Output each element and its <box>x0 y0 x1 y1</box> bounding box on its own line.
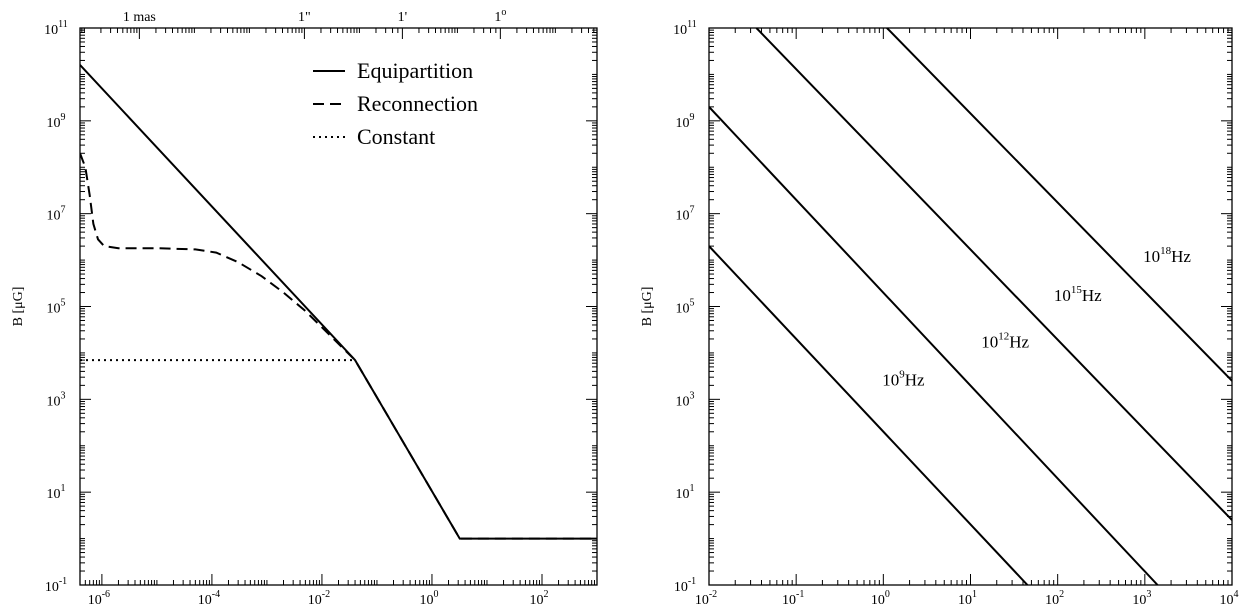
y-tick-label: 107 <box>676 205 695 224</box>
y-tick-label: 10-1 <box>674 576 696 595</box>
plot-frame <box>79 27 598 586</box>
y-axis-title: B [μG] <box>11 287 26 327</box>
x-tick-label: 100 <box>419 589 438 608</box>
x-tick-label: 10-2 <box>308 589 330 608</box>
series-label: 1015Hz <box>1054 284 1102 305</box>
y-tick-label: 105 <box>676 298 695 317</box>
x-tick-label: 101 <box>958 589 977 608</box>
right-chart-panel: 10-2 10-1 100 101 102 103 10410-11011031051071… <box>640 19 1239 608</box>
x-tick-label: 10-1 <box>782 589 804 608</box>
top-axis-label: 1 mas <box>123 10 156 25</box>
x-tick-label: 10-2 <box>695 589 717 608</box>
y-tick-label: 105 <box>47 298 66 317</box>
series-line-reconnection <box>80 152 597 540</box>
y-tick-label: 103 <box>676 390 695 409</box>
y-tick-label: 103 <box>47 390 66 409</box>
x-tick-label: 102 <box>1045 589 1064 608</box>
top-axis-label: 1' <box>398 10 408 25</box>
series-label: 1018Hz <box>1143 245 1191 266</box>
x-tick-label: 100 <box>871 589 890 608</box>
plot-frame <box>708 27 1233 586</box>
y-tick-label: 1011 <box>673 19 697 38</box>
y-tick-label: 1011 <box>44 19 68 38</box>
x-tick-label: 104 <box>1220 589 1239 608</box>
series-line-0 <box>709 245 1029 585</box>
y-tick-label: 107 <box>47 205 66 224</box>
y-tick-label: 101 <box>676 483 695 502</box>
legend-entry: Constant <box>357 124 435 149</box>
series-line-equipartition <box>80 64 597 540</box>
y-axis-title: B [μG] <box>640 287 655 327</box>
legend: Equipartition Reconnection Constant <box>313 58 478 149</box>
series-line-3 <box>886 28 1232 382</box>
top-axis-label: 1o <box>494 7 506 25</box>
y-tick-label: 101 <box>47 483 66 502</box>
y-tick-label: 109 <box>676 112 695 131</box>
x-tick-label: 102 <box>529 589 548 608</box>
x-tick-label: 10-6 <box>88 589 110 608</box>
x-tick-label: 103 <box>1132 589 1151 608</box>
legend-entry: Reconnection <box>357 91 478 116</box>
x-tick-label: 10-4 <box>198 589 220 608</box>
series-line-2 <box>755 28 1232 521</box>
left-chart-panel: 1 mas 1" 1' 1o 10-6 10-4 10-2 100 102 10-1 101 103 1… <box>11 7 598 608</box>
series-line-1 <box>709 106 1159 585</box>
legend-entry: Equipartition <box>357 58 473 83</box>
axis-ticks <box>79 27 598 586</box>
top-axis-label: 1" <box>298 10 311 25</box>
series-label: 1012Hz <box>981 331 1029 352</box>
y-tick-label: 10-1 <box>45 576 67 595</box>
y-tick-label: 109 <box>47 112 66 131</box>
axis-ticks <box>708 27 1233 586</box>
series-label: 109Hz <box>882 368 925 389</box>
